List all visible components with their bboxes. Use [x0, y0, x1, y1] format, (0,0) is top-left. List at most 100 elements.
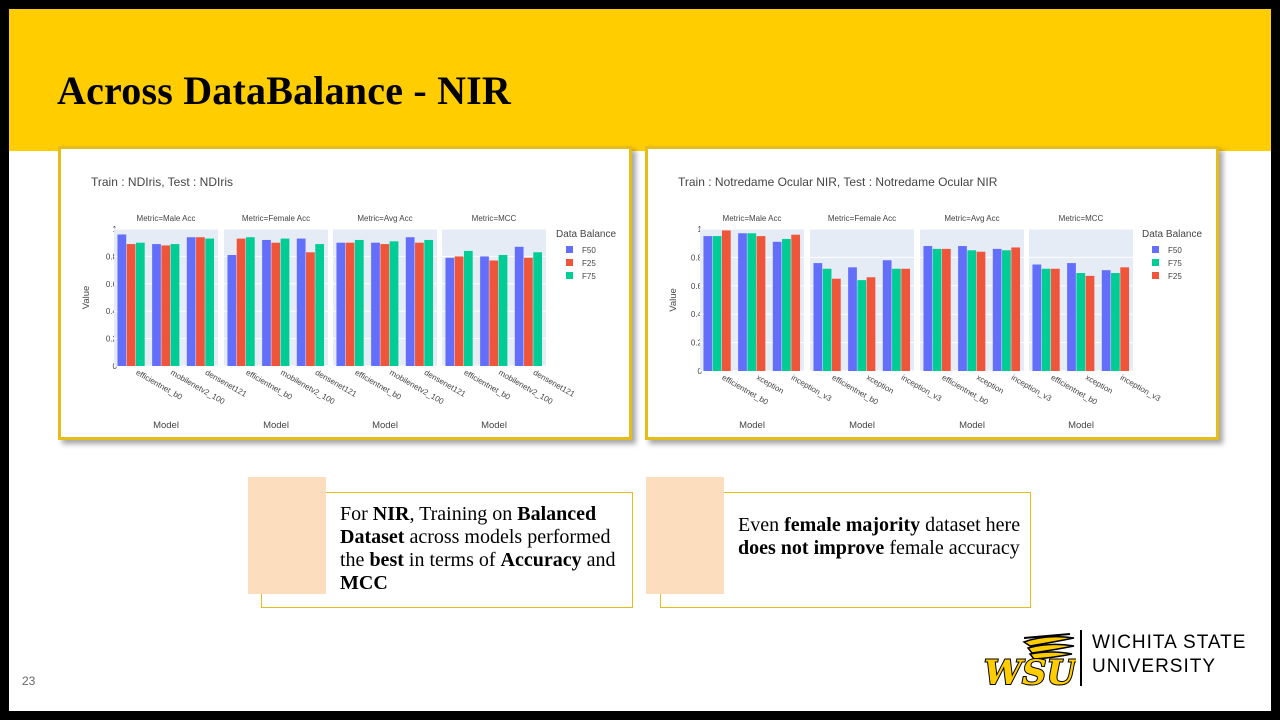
bar	[1085, 275, 1095, 371]
bar	[831, 278, 841, 371]
bar	[703, 236, 713, 371]
bar	[161, 245, 171, 366]
callout-1-text: For NIR, Training on Balanced Dataset ac…	[340, 503, 626, 595]
bar	[756, 236, 766, 371]
slide-title: Across DataBalance - NIR	[57, 68, 512, 113]
bar	[205, 238, 215, 366]
bar	[738, 233, 747, 371]
bar	[772, 241, 782, 371]
bar	[882, 260, 892, 371]
facet-title: Metric=Avg Acc	[944, 214, 999, 223]
bar	[489, 260, 499, 366]
bar	[424, 239, 434, 366]
bar	[1041, 268, 1051, 371]
x-tick-label: inception_v3	[1119, 373, 1163, 404]
x-axis-title: Model	[153, 420, 179, 431]
legend-swatch	[566, 272, 573, 279]
legend-swatch	[566, 259, 573, 266]
bar	[135, 242, 145, 366]
bar	[1011, 247, 1021, 371]
callout-1-run: Accuracy	[500, 549, 582, 571]
bar	[857, 280, 867, 371]
bar	[315, 244, 325, 366]
bar	[892, 268, 901, 371]
bar	[822, 268, 832, 371]
x-axis-title: Model	[849, 420, 875, 431]
bar	[923, 246, 933, 371]
callout-1-run: and	[581, 549, 616, 571]
callout-1-run: , Training on	[409, 503, 518, 525]
bar	[901, 268, 911, 371]
y-tick-label: 0.6	[691, 282, 703, 291]
bar	[941, 248, 951, 371]
legend-label: F50	[1168, 246, 1182, 255]
facet-panel: Metric=Male Accefficientnet_b0mobilenetv…	[114, 214, 249, 431]
bar	[354, 239, 364, 366]
bar	[117, 234, 127, 366]
x-tick-label: inception_v3	[900, 373, 944, 404]
bar	[866, 277, 876, 371]
bar	[415, 242, 424, 366]
chart-ndiris-svg: Train : NDIris, Test : NDIris00.20.40.60…	[81, 175, 616, 431]
facet-title: Metric=MCC	[1059, 214, 1104, 223]
logo-divider	[1080, 630, 1082, 686]
chart-title: Train : NDIris, Test : NDIris	[91, 175, 233, 189]
legend-swatch	[1152, 259, 1159, 266]
bar	[389, 241, 399, 366]
legend-label: F25	[1168, 272, 1182, 281]
bar	[306, 252, 315, 366]
bar	[262, 239, 271, 366]
callout-2-run: female accuracy	[884, 537, 1020, 559]
bar	[958, 246, 967, 371]
wheat-icon	[1022, 633, 1075, 660]
y-tick-label: 0.6	[106, 280, 118, 289]
legend-title: Data Balance	[1142, 229, 1202, 240]
bar	[380, 244, 390, 366]
legend: Data Balance F50 F25 F75	[556, 229, 616, 281]
chart-notredame: Train : Notredame Ocular NIR, Test : Not…	[645, 146, 1219, 440]
legend-label: F25	[582, 259, 596, 268]
callout-2-run: female majority	[784, 514, 921, 536]
legend: Data Balance F50 F75 F25	[1142, 229, 1202, 281]
bar	[236, 238, 246, 366]
bar	[498, 255, 508, 366]
y-axis-title: Value	[81, 286, 92, 310]
bar	[296, 238, 306, 366]
x-tick-label: inception_v3	[1010, 373, 1054, 404]
bar	[747, 233, 757, 371]
bar	[336, 242, 346, 366]
bar	[1032, 264, 1042, 371]
facet-title: Metric=Female Acc	[242, 214, 310, 223]
bar	[152, 244, 161, 366]
bar	[791, 234, 801, 371]
wsu-shocker-logo: WSU	[984, 633, 1076, 690]
bar	[1120, 267, 1130, 371]
facet-title: Metric=Male Acc	[137, 214, 196, 223]
bar	[227, 255, 237, 366]
bar	[967, 250, 977, 371]
bar	[445, 257, 455, 366]
callout-1-run: across models performed the	[340, 526, 611, 571]
bar	[932, 248, 942, 371]
legend-swatch	[566, 246, 573, 253]
bar	[280, 238, 290, 366]
callout-2-run: Even	[738, 514, 785, 536]
bar	[992, 248, 1002, 371]
y-tick-label: 0.4	[691, 310, 703, 319]
bar	[848, 267, 857, 371]
bar	[1002, 250, 1011, 371]
bar	[371, 242, 380, 366]
bar	[480, 256, 489, 366]
callout-2-run: does not improve	[738, 537, 885, 559]
university-name-line-1: WICHITA STATE	[1092, 632, 1247, 653]
x-axis-title: Model	[372, 420, 398, 431]
logo-mark: WSU	[984, 653, 1076, 690]
bar	[721, 230, 731, 371]
y-tick-label: 0.8	[106, 252, 118, 261]
callout-1-run: best	[369, 549, 404, 571]
y-tick-label: 0.4	[106, 307, 118, 316]
callout-2-run: dataset here	[920, 514, 1021, 536]
legend-label: F75	[1168, 259, 1182, 268]
bar	[271, 242, 281, 366]
